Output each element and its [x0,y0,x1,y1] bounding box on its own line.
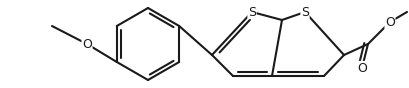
Text: S: S [300,5,308,18]
Text: O: O [384,15,394,29]
Text: O: O [356,62,366,75]
Text: S: S [247,5,255,18]
Text: O: O [82,37,92,51]
